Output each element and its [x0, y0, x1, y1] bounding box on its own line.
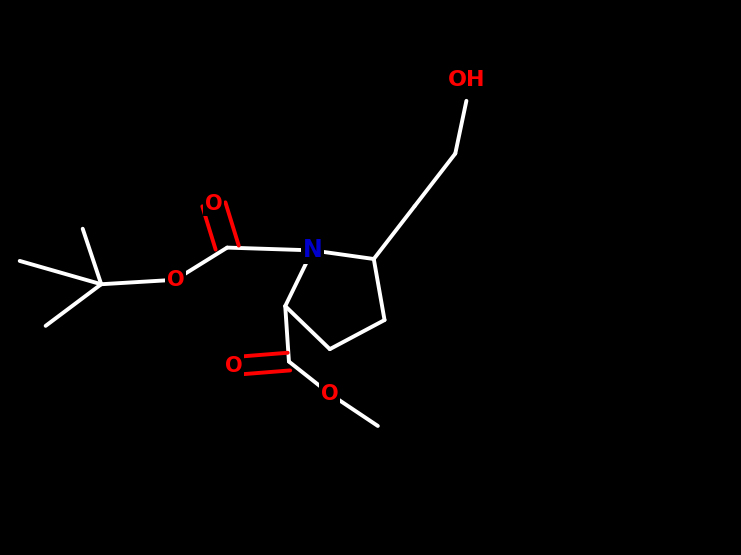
- Text: N: N: [302, 238, 322, 263]
- Text: O: O: [225, 356, 242, 376]
- Text: OH: OH: [448, 70, 485, 90]
- Text: O: O: [205, 194, 222, 214]
- Text: O: O: [321, 384, 339, 404]
- Text: O: O: [167, 270, 184, 290]
